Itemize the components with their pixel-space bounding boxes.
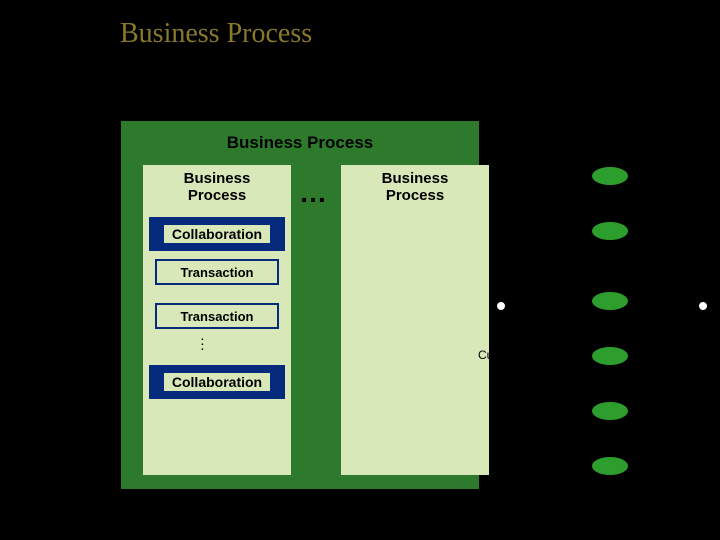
panel-title: Business Process: [121, 133, 479, 153]
right-column: BusinessProcess: [341, 165, 489, 475]
left-column: BusinessProcess Collaboration Transactio…: [143, 165, 291, 475]
vertical-dots: ...: [201, 335, 204, 350]
supplier-actor-label: Supplier: [684, 348, 720, 362]
activity-oval-1: [590, 165, 630, 187]
horizontal-dots: …: [299, 177, 329, 209]
activity-label-4: Place Order: [580, 369, 644, 383]
collaboration-label-2: Collaboration: [164, 373, 270, 391]
activity-oval-2: [590, 220, 630, 242]
customer-actor-icon: [492, 300, 510, 344]
right-column-title: BusinessProcess: [341, 171, 489, 204]
customer-actor-label: Customer: [478, 348, 530, 362]
left-column-title: BusinessProcess: [143, 171, 291, 204]
activity-oval-4: [590, 345, 630, 367]
process-panel: Business Process BusinessProcess Collabo…: [120, 120, 480, 490]
collaboration-label-1: Collaboration: [164, 225, 270, 243]
page-title: Business Process: [120, 18, 312, 50]
collaboration-box-1: Collaboration: [149, 217, 285, 251]
activity-label-5: Ship Materials: [575, 424, 651, 438]
activity-oval-5: [590, 400, 630, 422]
transaction-box-1: Transaction: [155, 259, 279, 285]
activity-label-2: Forecast ComponentRequirements: [558, 244, 670, 268]
activity-label-3: Send Planning Document: [540, 314, 676, 328]
activity-oval-3: [590, 290, 630, 312]
supplier-actor-icon: [694, 300, 712, 344]
collaboration-box-2: Collaboration: [149, 365, 285, 399]
activity-oval-6: [590, 455, 630, 477]
activity-label-1: Create Long Term Contract: [560, 190, 705, 204]
transaction-box-2: Transaction: [155, 303, 279, 329]
activity-label-6: Arrange Payment: [565, 479, 658, 493]
